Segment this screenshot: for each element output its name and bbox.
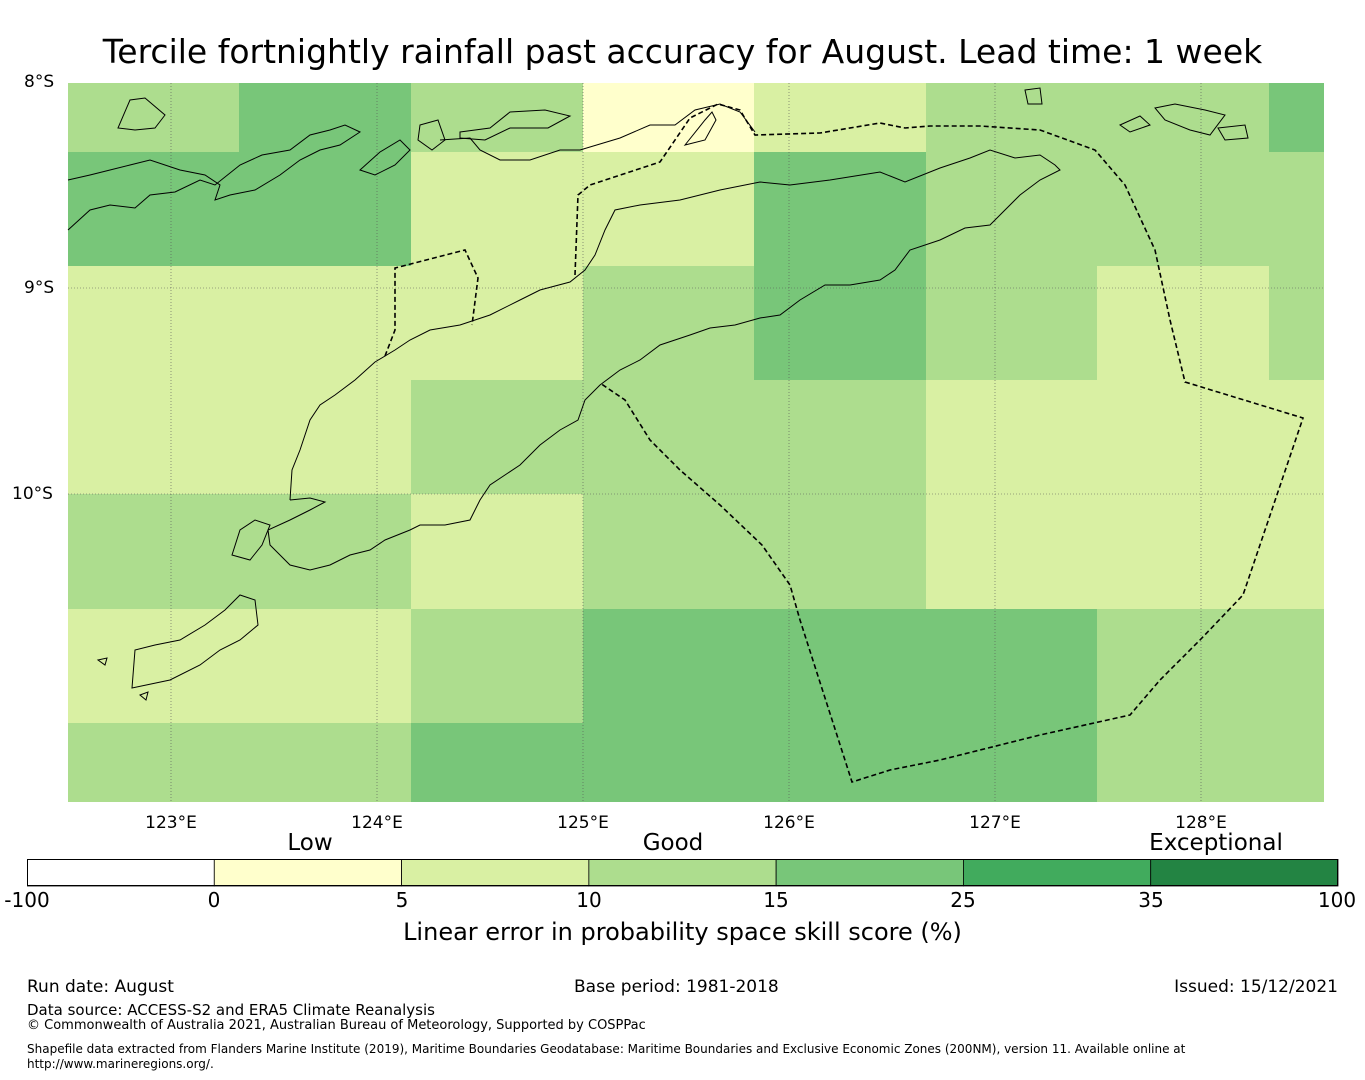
lon-label-127e: 127°E — [969, 813, 1021, 833]
graticule — [68, 83, 1324, 802]
grid-cell — [1097, 152, 1269, 266]
lon-label-123e: 123°E — [145, 813, 197, 833]
grid-cell — [1097, 266, 1269, 380]
colorbar-segment — [1150, 859, 1339, 887]
grid-cell — [68, 380, 239, 494]
grid-cell — [1269, 609, 1324, 723]
grid-cell — [1269, 494, 1324, 609]
grid-cell — [926, 723, 1097, 802]
grid-cell — [411, 266, 583, 380]
lat-label-9s: 9°S — [24, 278, 55, 298]
grid-cell — [754, 494, 926, 609]
colorbar-segment — [27, 859, 215, 887]
grid-cell — [583, 494, 754, 609]
grid-cell — [926, 609, 1097, 723]
grid-cell — [68, 723, 239, 802]
colorbar-segment — [213, 859, 402, 887]
grid-cell — [411, 609, 583, 723]
data-source: Data source: ACCESS-S2 and ERA5 Climate … — [27, 1001, 435, 1019]
colorbar-tick: -100 — [4, 888, 50, 912]
colorbar-tick: 35 — [1138, 888, 1164, 912]
grid-cell — [1097, 83, 1269, 152]
grid-cell — [1097, 380, 1269, 494]
grid-cell — [68, 494, 239, 609]
grid-cell — [68, 152, 239, 266]
colorbar-segment — [401, 859, 590, 887]
colorbar-label: Linear error in probability space skill … — [403, 918, 962, 946]
grid-cell — [583, 380, 754, 494]
grid-cell — [68, 266, 239, 380]
copyright: © Commonwealth of Australia 2021, Austra… — [27, 1018, 646, 1033]
grid-cell — [926, 83, 1097, 152]
grid-cell — [754, 266, 926, 380]
grid-cell — [1097, 723, 1269, 802]
eez-boundary — [384, 103, 1305, 784]
colorbar-tick: 15 — [763, 888, 789, 912]
category-low: Low — [287, 830, 333, 856]
grid-cell — [583, 723, 754, 802]
grid-cell — [926, 380, 1097, 494]
grid-cell — [239, 723, 411, 802]
base-period: Base period: 1981-2018 — [574, 977, 779, 997]
category-good: Good — [642, 830, 704, 856]
grid-cell — [411, 83, 583, 152]
grid-cell — [754, 152, 926, 266]
grid-cell — [1269, 723, 1324, 802]
colorbar-tick: 10 — [576, 888, 602, 912]
lon-label-124e: 124°E — [351, 813, 403, 833]
grid-cell — [926, 266, 1097, 380]
colorbar-tick: 0 — [207, 888, 221, 912]
grid-cell — [68, 609, 239, 723]
grid-cell — [411, 494, 583, 609]
grid-cell — [1097, 609, 1269, 723]
grid-cell — [411, 380, 583, 494]
colorbar-segment — [775, 859, 964, 887]
grid-cell — [239, 152, 411, 266]
grid-cell — [926, 494, 1097, 609]
grid-cell — [411, 723, 583, 802]
grid-cell — [1269, 152, 1324, 266]
grid-cell — [68, 83, 239, 152]
colorbar-tick: 5 — [395, 888, 409, 912]
map-canvas — [67, 83, 1324, 802]
grid-cell — [239, 609, 411, 723]
grid-cell — [754, 609, 926, 723]
grid-cell — [239, 380, 411, 494]
grid-cell — [1269, 266, 1324, 380]
colorbar-tick: 25 — [950, 888, 976, 912]
grid-cell — [239, 494, 411, 609]
colorbar-segment — [588, 859, 777, 887]
grid-cell — [583, 152, 754, 266]
lat-label-8s: 8°S — [24, 72, 55, 92]
grid-cell — [1097, 494, 1269, 609]
grid-cell — [754, 83, 926, 152]
category-exceptional: Exceptional — [1149, 830, 1283, 856]
map-title: Tercile fortnightly rainfall past accura… — [102, 32, 1263, 71]
grid-cell — [926, 152, 1097, 266]
grid-cell — [1269, 380, 1324, 494]
shapefile-credit: Shapefile data extracted from Flanders M… — [27, 1042, 1186, 1071]
grid-cell — [754, 380, 926, 494]
lon-label-126e: 126°E — [763, 813, 815, 833]
lat-label-10s: 10°S — [12, 484, 53, 504]
colorbar — [27, 859, 1339, 887]
colorbar-tick: 100 — [1317, 888, 1357, 912]
grid-cell — [239, 83, 411, 152]
grid-cell — [754, 723, 926, 802]
skill-grid — [68, 83, 1324, 802]
grid-cell — [239, 266, 411, 380]
grid-cell — [583, 266, 754, 380]
issued-date: Issued: 15/12/2021 — [1174, 977, 1338, 997]
run-date: Run date: August — [27, 977, 174, 997]
lon-label-125e: 125°E — [557, 813, 609, 833]
grid-cell — [1269, 83, 1324, 152]
lon-label-128e: 128°E — [1175, 813, 1227, 833]
grid-cell — [583, 609, 754, 723]
colorbar-segment — [963, 859, 1152, 887]
grid-cell — [411, 152, 583, 266]
coastline — [67, 87, 1249, 701]
